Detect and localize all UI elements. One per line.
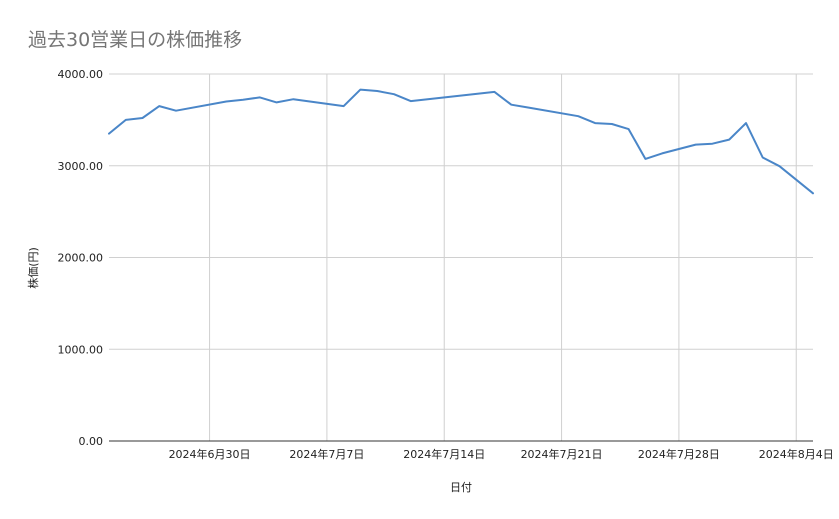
y-tick-label: 1000.00: [58, 343, 104, 356]
grid-layer: [109, 73, 813, 441]
y-axis-label: 株価(円): [26, 247, 40, 289]
y-tick-label: 3000.00: [58, 160, 104, 173]
x-tick-label: 2024年7月14日: [403, 447, 485, 461]
y-tick-label: 2000.00: [58, 252, 104, 265]
x-tick-label: 2024年7月21日: [521, 447, 603, 461]
series-layer: [108, 88, 814, 195]
x-tick-label: 2024年7月28日: [638, 447, 720, 461]
x-axis-ticks: 2024年6月30日 2024年7月7日 2024年7月14日 2024年7月21日 2…: [169, 447, 834, 461]
y-tick-label: 4000.00: [58, 68, 104, 81]
x-tick-label: 2024年8月4日: [759, 447, 834, 461]
chart-title: 過去30営業日の株価推移: [28, 29, 242, 51]
series-line: [108, 88, 814, 195]
x-tick-label: 2024年7月7日: [289, 447, 364, 461]
x-axis-label: 日付: [450, 481, 472, 494]
y-axis-ticks: 0.00 1000.00 2000.00 3000.00 4000.00: [58, 68, 104, 448]
y-tick-label: 0.00: [79, 435, 104, 448]
x-tick-label: 2024年6月30日: [169, 447, 251, 461]
